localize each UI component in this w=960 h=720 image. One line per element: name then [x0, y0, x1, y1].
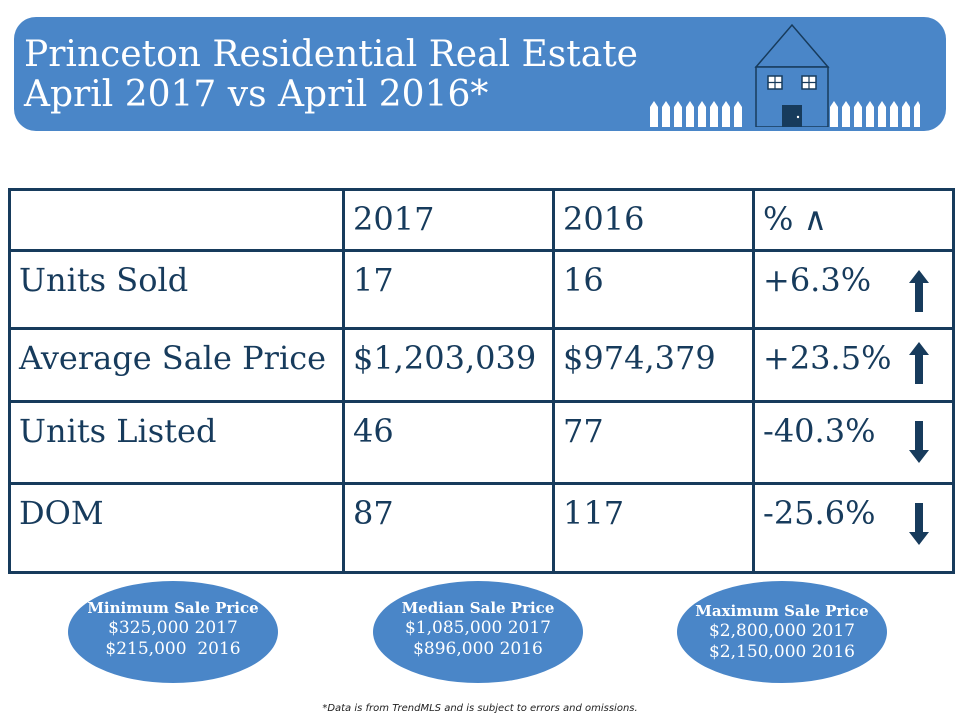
down-arrow-icon — [909, 421, 929, 463]
max-sale-price-2016: $2,150,000 2016 — [708, 642, 855, 662]
table-header-row: 2017 2016 % ∧ — [8, 188, 955, 252]
min-sale-price-2017: $325,000 2017 — [108, 618, 238, 638]
up-arrow-icon — [909, 270, 929, 312]
up-arrow-icon — [909, 342, 929, 384]
max-sale-price-title: Maximum Sale Price — [695, 602, 869, 620]
row-label: Average Sale Price — [8, 327, 345, 403]
pct-change: -40.3% — [763, 412, 876, 450]
pct-change-cell: +23.5% — [752, 327, 955, 403]
row-label: DOM — [8, 482, 345, 574]
value-2017: 17 — [342, 249, 555, 330]
value-2016: 117 — [552, 482, 755, 574]
pct-change: +6.3% — [763, 261, 872, 299]
median-sale-price-title: Median Sale Price — [401, 599, 555, 617]
header-cell-pct-change: % ∧ — [752, 188, 955, 252]
header-cell-2017: 2017 — [342, 188, 555, 252]
min-sale-price-2016: $215,000 2016 — [105, 639, 241, 659]
value-2016: 16 — [552, 249, 755, 330]
value-2016: $974,379 — [552, 327, 755, 403]
header-cell-empty — [8, 188, 345, 252]
comparison-table: 2017 2016 % ∧ Units Sold 17 16 +6.3% Ave… — [8, 188, 955, 574]
picket-fence-right-icon — [830, 101, 920, 127]
table-row: Units Sold 17 16 +6.3% — [8, 249, 955, 330]
table-row: Units Listed 46 77 -40.3% — [8, 400, 955, 485]
title-line-2: April 2017 vs April 2016* — [24, 74, 489, 115]
median-sale-price-oval: Median Sale Price $1,085,000 2017 $896,0… — [373, 581, 583, 683]
value-2016: 77 — [552, 400, 755, 485]
header-banner: Princeton Residential Real Estate April … — [14, 17, 946, 131]
min-sale-price-oval: Minimum Sale Price $325,000 2017 $215,00… — [68, 581, 278, 683]
median-sale-price-2017: $1,085,000 2017 — [404, 618, 551, 638]
table-row: Average Sale Price $1,203,039 $974,379 +… — [8, 327, 955, 403]
value-2017: 46 — [342, 400, 555, 485]
max-sale-price-2017: $2,800,000 2017 — [708, 621, 855, 641]
down-arrow-icon — [909, 503, 929, 545]
min-sale-price-title: Minimum Sale Price — [87, 599, 259, 617]
picket-fence-left-icon — [650, 101, 742, 127]
page-title: Princeton Residential Real Estate April … — [24, 35, 638, 115]
max-sale-price-oval: Maximum Sale Price $2,800,000 2017 $2,15… — [677, 581, 887, 683]
pct-change-cell: -40.3% — [752, 400, 955, 485]
table-row: DOM 87 117 -25.6% — [8, 482, 955, 574]
header-cell-2016: 2016 — [552, 188, 755, 252]
row-label: Units Listed — [8, 400, 345, 485]
median-sale-price-2016: $896,000 2016 — [413, 639, 543, 659]
pct-change: +23.5% — [763, 339, 892, 377]
pct-change: -25.6% — [763, 494, 876, 532]
value-2017: $1,203,039 — [342, 327, 555, 403]
value-2017: 87 — [342, 482, 555, 574]
row-label: Units Sold — [8, 249, 345, 330]
footnote: *Data is from TrendMLS and is subject to… — [322, 703, 638, 714]
house-with-picket-fence-icon — [650, 23, 920, 127]
pct-change-cell: +6.3% — [752, 249, 955, 330]
house-icon — [754, 23, 830, 127]
title-line-1: Princeton Residential Real Estate — [24, 34, 638, 75]
pct-change-cell: -25.6% — [752, 482, 955, 574]
